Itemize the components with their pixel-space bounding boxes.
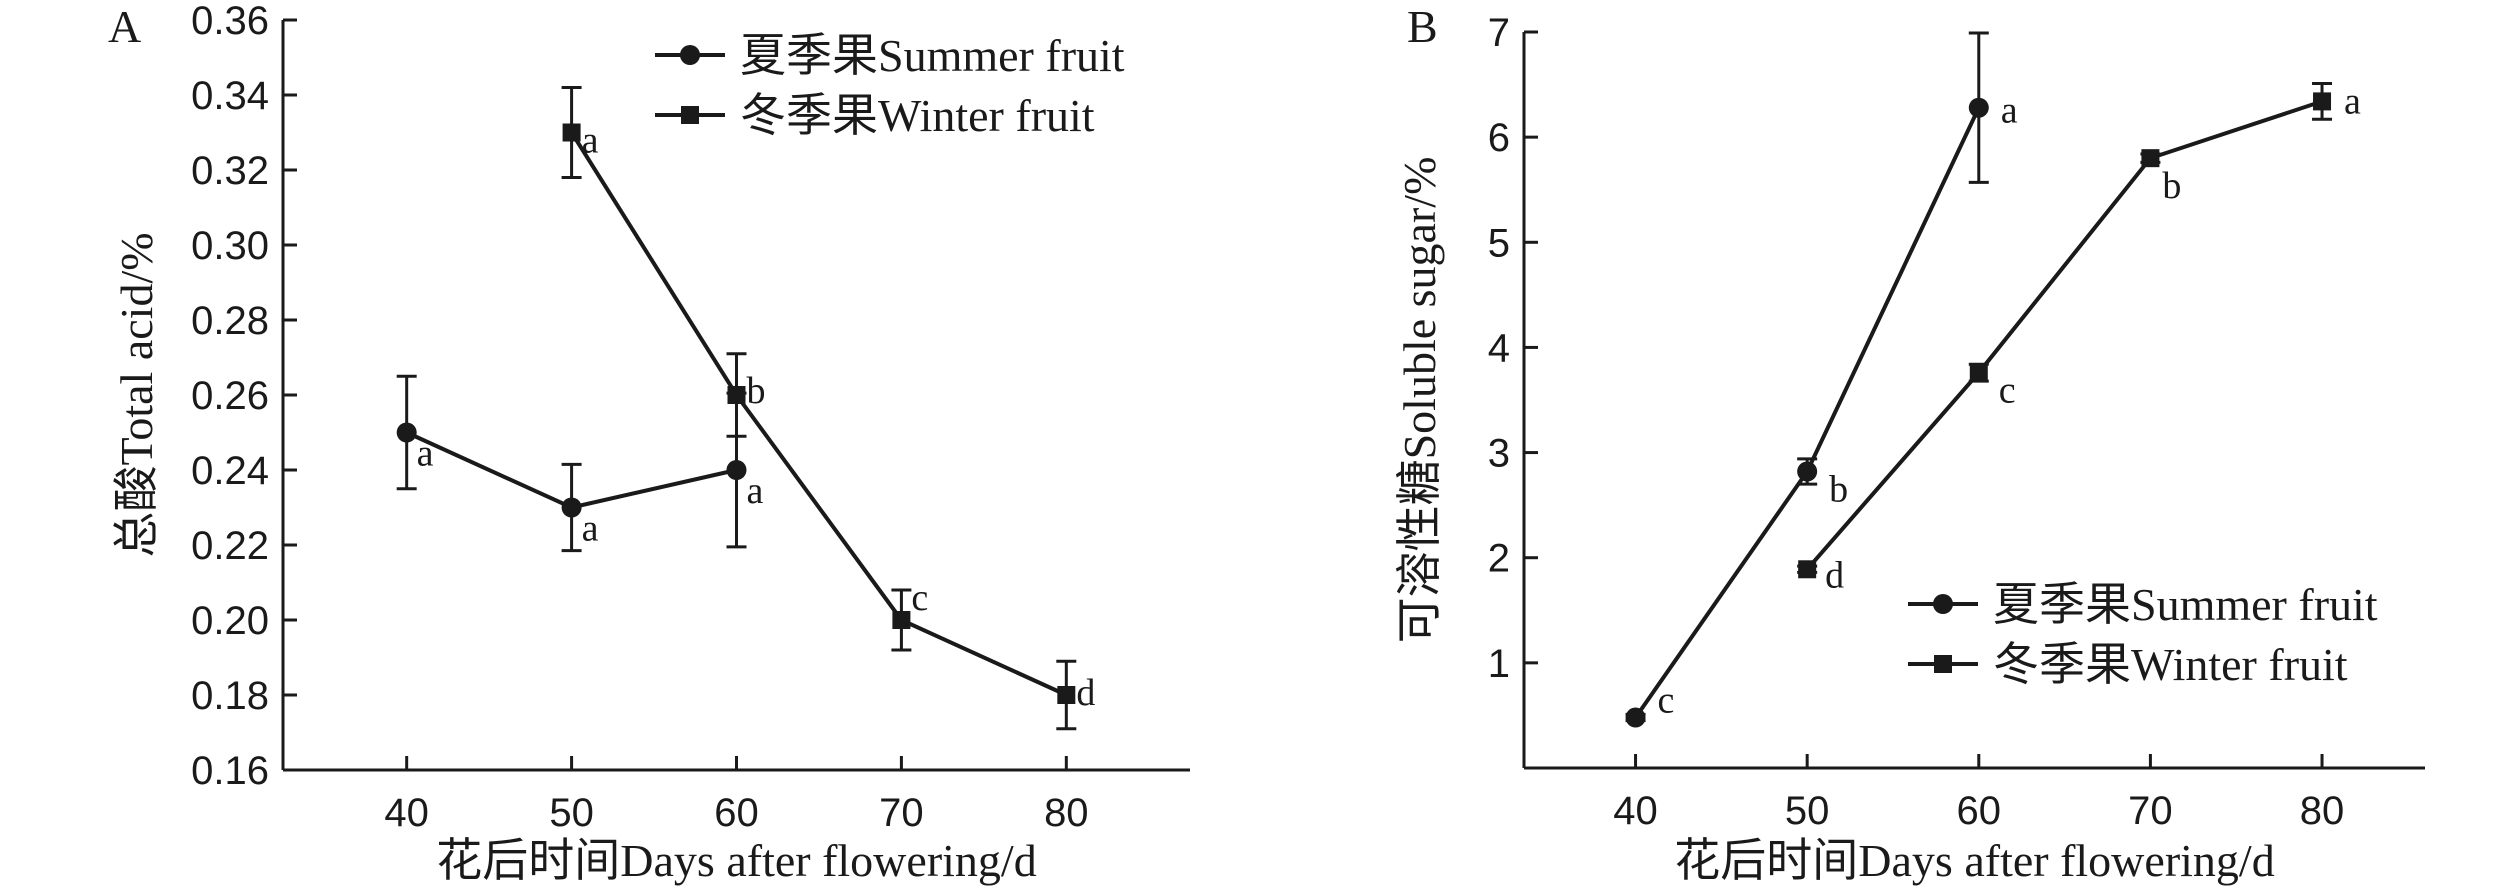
panel-a-winter-significance-label: a (582, 120, 599, 162)
panel-a-winter-significance-label: c (911, 577, 928, 619)
panel-a-y-tick-label: 0.22 (191, 524, 269, 568)
panel-a-y-axis-title: 总酸Total acid/% (111, 232, 162, 557)
panel-b-x-axis-title: 花后时间Days after flowering/d (1674, 835, 2274, 886)
panel-a-summer-significance-label: a (747, 470, 764, 512)
panel-b-summer-legend-marker (1933, 594, 1953, 614)
panel-a-y-tick-label: 0.20 (191, 599, 269, 643)
panel-b-winter-significance-label: d (1825, 554, 1844, 596)
panel-a-winter-significance-label: b (747, 370, 766, 412)
panel-b-y-tick-label: 5 (1488, 221, 1510, 265)
panel-a-x-tick-label: 60 (714, 791, 759, 835)
panel-a-chart: A 0.16 0.18 0.20 0.22 0.24 0.26 0.28 0.30 0.32 0.3… (108, 0, 1190, 886)
panel-a-summer-significance-label: a (582, 508, 599, 550)
panel-a-y-tick-label: 0.24 (191, 449, 269, 493)
panel-b-summer-series-line (1633, 106, 1981, 719)
panel-a-winter-data-point (892, 611, 911, 629)
panel-b-winter-legend-label: 冬季果Winter fruit (1993, 639, 2348, 690)
panel-b-summer-significance-label: c (1658, 680, 1675, 722)
panel-b-summer-data-point (1797, 461, 1818, 482)
panel-a-y-tick-label: 0.26 (191, 374, 269, 418)
panel-b-winter-significance-label: a (2344, 80, 2361, 122)
panel-b-x-tick-label: 60 (1957, 789, 2002, 833)
panel-b-letter: B (1407, 1, 1438, 52)
panel-a-winter-data-point (562, 123, 581, 142)
panel-a-y-tick-label: 0.18 (191, 674, 269, 718)
panel-b-y-tick-label: 6 (1488, 116, 1510, 160)
panel-a-y-tick-label: 0.36 (191, 0, 269, 43)
panel-a-winter-legend-label: 冬季果Winter fruit (740, 90, 1095, 141)
panel-a-y-tick-label: 0.28 (191, 299, 269, 343)
panel-a-winter-data-point (1057, 686, 1076, 704)
panel-a-winter-significance-label: d (1076, 672, 1095, 714)
panel-b-summer-significance-label: a (2001, 90, 2018, 132)
panel-b-y-axis-title: 可溶性糖Soluble sugar/% (1394, 157, 1445, 644)
panel-b-y-tick-label: 3 (1488, 432, 1510, 476)
panel-a-winter-series-line (569, 131, 1068, 697)
panel-a-winter-data-point (727, 386, 746, 404)
panel-b-y-tick-label: 4 (1488, 326, 1510, 370)
panel-a-summer-significance-label: a (417, 433, 434, 475)
panel-a-summer-data-point (561, 497, 582, 518)
panel-a-x-tick-label: 70 (879, 791, 924, 835)
panel-a-y-tick-label: 0.32 (191, 149, 269, 193)
panel-a-summer-legend-marker (680, 45, 700, 65)
panel-a-y-tick-label: 0.30 (191, 224, 269, 268)
panel-b-winter-significance-label: b (2162, 165, 2181, 207)
panel-b-summer-significance-label: b (1829, 468, 1848, 510)
panel-b-winter-significance-label: c (1999, 370, 2016, 412)
panel-b-y-tick-label: 2 (1488, 537, 1510, 581)
panel-a-x-tick-label: 40 (384, 791, 429, 835)
panel-a-x-tick-label: 80 (1044, 791, 1089, 835)
panel-b-chart: B 1 2 3 4 5 6 7 40 50 60 70 80 花后时间Days after floweri… (1394, 1, 2425, 886)
panel-b-winter-data-point (2141, 149, 2160, 168)
panel-b-summer-legend-label: 夏季果Summer fruit (1993, 579, 2378, 630)
panel-b-winter-series-line (1805, 99, 2323, 571)
panel-a-x-tick-label: 50 (549, 791, 594, 835)
panel-a-y-tick-label: 0.16 (191, 749, 269, 793)
panel-b-winter-data-point (1969, 363, 1988, 382)
panel-b-x-tick-label: 40 (1613, 789, 1658, 833)
panel-a-winter-legend-marker (681, 106, 699, 124)
panel-b-summer-data-point (1625, 707, 1646, 728)
panel-a-x-axis-title: 花后时间Days after flowering/d (436, 835, 1036, 886)
panel-a-letter: A (108, 1, 141, 52)
panel-b-y-tick-label: 1 (1488, 642, 1510, 686)
panel-a-summer-data-point (726, 460, 747, 480)
panel-b-x-tick-label: 70 (2128, 789, 2173, 833)
panel-b-summer-data-point (1968, 97, 1989, 118)
panel-b-x-tick-label: 80 (2300, 789, 2345, 833)
panel-b-winter-data-point (2313, 92, 2332, 111)
panel-b-winter-legend-marker (1934, 655, 1952, 673)
panel-b-winter-data-point (1798, 560, 1817, 579)
panel-a-summer-legend-label: 夏季果Summer fruit (740, 30, 1125, 81)
panel-b-x-tick-label: 50 (1785, 789, 1830, 833)
panel-a-summer-data-point (396, 422, 417, 443)
panel-a-y-tick-label: 0.34 (191, 74, 269, 118)
panel-b-y-tick-label: 7 (1488, 11, 1510, 55)
